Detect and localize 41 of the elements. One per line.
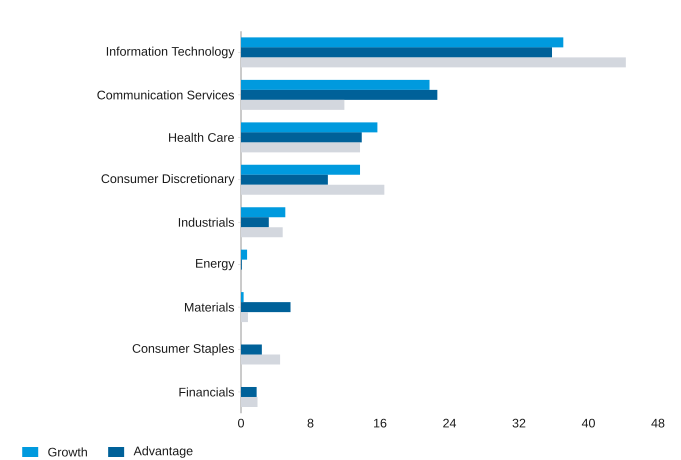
bar	[241, 47, 552, 58]
bar	[241, 354, 280, 365]
y-tick-label: Communication Services	[97, 90, 234, 100]
bar	[241, 80, 430, 90]
x-tick-label: 40	[582, 418, 595, 428]
y-tick-label: Information Technology	[106, 46, 234, 58]
x-tick-label: 24	[443, 418, 456, 428]
bar	[241, 312, 248, 322]
bar	[241, 122, 378, 132]
y-tick-label: Materials	[184, 302, 234, 312]
bar	[241, 132, 362, 142]
legend-label: Growth	[48, 447, 87, 457]
bar	[241, 292, 244, 302]
bar	[241, 57, 626, 68]
bar	[241, 100, 344, 110]
y-tick-label: Industrials	[178, 218, 234, 227]
x-tick-label: 32	[512, 418, 526, 428]
bar	[241, 217, 269, 228]
bar	[241, 37, 564, 48]
bar	[241, 344, 262, 355]
bar	[241, 174, 328, 185]
bar	[241, 184, 384, 195]
bar	[241, 250, 248, 260]
bar	[241, 164, 360, 175]
y-tick-label: Energy	[196, 259, 234, 270]
bar	[241, 142, 360, 152]
y-tick-label: Consumer Staples	[132, 344, 234, 356]
bar	[241, 207, 286, 218]
x-tick-label: 48	[651, 418, 664, 428]
bar	[241, 227, 283, 238]
y-tick-label: Consumer Discretionary	[102, 174, 234, 186]
y-tick-label: Financials	[179, 387, 234, 397]
x-tick-label: 16	[374, 418, 386, 428]
y-tick-label: Health Care	[169, 132, 234, 142]
bar	[241, 302, 291, 312]
x-tick-label: 8	[308, 418, 314, 428]
bar	[241, 386, 257, 397]
bar	[241, 396, 258, 407]
x-tick-label: 0	[238, 418, 244, 428]
legend-label: Advantage	[134, 446, 193, 458]
bar	[241, 90, 438, 100]
